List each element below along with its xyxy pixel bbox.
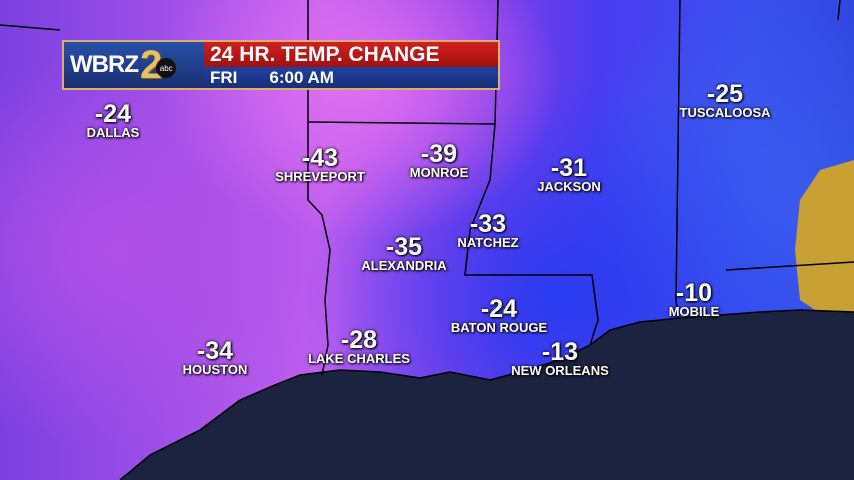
- banner-title: 24 HR. TEMP. CHANGE: [204, 42, 498, 67]
- city-label-alexandria: -35 ALEXANDRIA: [361, 235, 446, 273]
- temp-change-value: -24: [94, 100, 132, 128]
- city-name: DALLAS: [86, 125, 140, 140]
- city-name: HOUSTON: [182, 362, 248, 377]
- temp-change-value: -33: [469, 210, 507, 238]
- city-name: TUSCALOOSA: [679, 105, 771, 120]
- city-name: ALEXANDRIA: [361, 258, 447, 273]
- city-label-baton-rouge: -24 BATON ROUGE: [451, 297, 547, 335]
- city-name: SHREVEPORT: [275, 169, 365, 184]
- temp-change-value: -10: [675, 279, 713, 307]
- temp-change-value: -43: [301, 144, 339, 172]
- temp-change-value: -35: [385, 233, 423, 261]
- city-label-monroe: -39 MONROE: [410, 142, 469, 180]
- station-logo: WBRZ 2 abc: [64, 42, 204, 88]
- temp-change-value: -25: [706, 80, 744, 108]
- temp-change-value: -31: [550, 154, 588, 182]
- positive-change-area: [795, 160, 854, 320]
- logo-text: WBRZ: [70, 51, 139, 78]
- city-label-new-orleans: -13 NEW ORLEANS: [511, 340, 609, 378]
- city-name: NEW ORLEANS: [511, 363, 609, 378]
- city-label-jackson: -31 JACKSON: [537, 156, 601, 194]
- gulf-of-mexico: [120, 310, 854, 480]
- forecast-day: FRI: [210, 68, 238, 87]
- city-name: MOBILE: [668, 304, 720, 319]
- city-name: NATCHEZ: [457, 235, 519, 250]
- city-label-mobile: -10 MOBILE: [669, 281, 720, 319]
- temp-change-value: -39: [420, 140, 458, 168]
- city-label-lake-charles: -28 LAKE CHARLES: [308, 328, 410, 366]
- city-label-natchez: -33 NATCHEZ: [457, 212, 518, 250]
- city-name: JACKSON: [537, 179, 601, 194]
- temp-change-value: -13: [541, 338, 579, 366]
- city-label-shreveport: -43 SHREVEPORT: [275, 146, 365, 184]
- logo-number: 2: [139, 42, 163, 87]
- banner-subtitle: FRI 6:00 AM: [204, 67, 498, 88]
- temp-change-value: -24: [480, 295, 518, 323]
- temp-change-value: -34: [196, 337, 234, 365]
- city-name: MONROE: [409, 165, 469, 180]
- temp-change-value: -28: [340, 326, 378, 354]
- network-logo: abc: [156, 58, 177, 78]
- broadcast-banner: WBRZ 2 abc 24 HR. TEMP. CHANGE FRI 6:00 A…: [62, 40, 500, 90]
- city-name: BATON ROUGE: [450, 320, 548, 335]
- forecast-time: 6:00 AM: [269, 68, 334, 87]
- city-label-tuscaloosa: -25 TUSCALOOSA: [680, 82, 771, 120]
- city-label-houston: -34 HOUSTON: [183, 339, 248, 377]
- city-label-dallas: -24 DALLAS: [87, 102, 140, 140]
- city-name: LAKE CHARLES: [308, 351, 410, 366]
